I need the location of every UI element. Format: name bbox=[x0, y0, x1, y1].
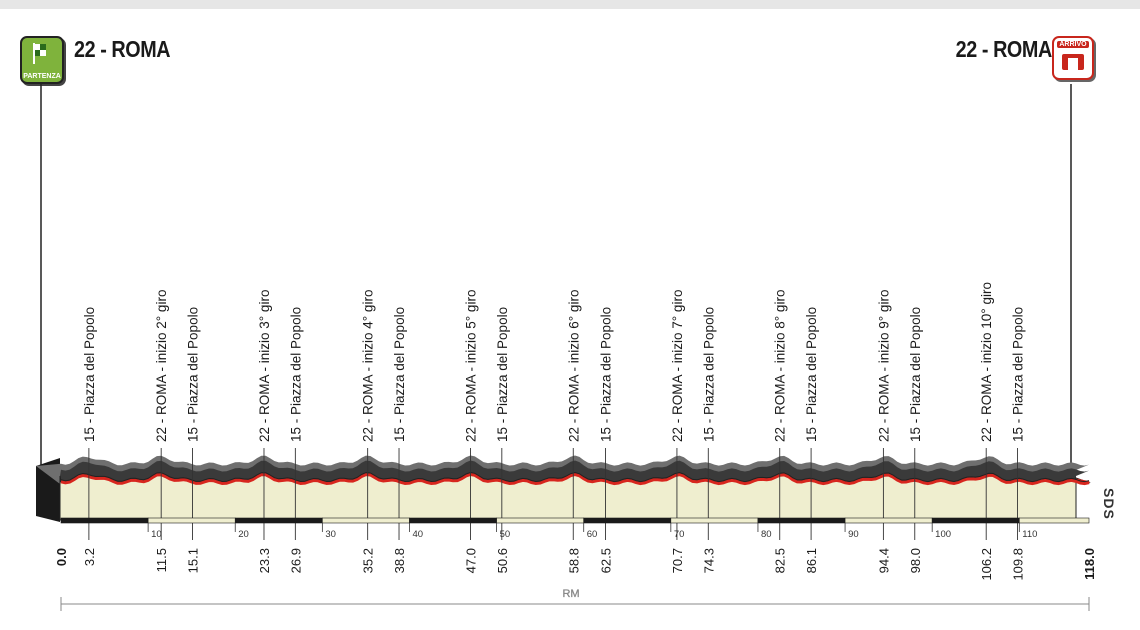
waypoint-label: 22 - ROMA - inizio 5° giro bbox=[463, 290, 478, 442]
waypoint-km-label: 35.2 bbox=[361, 548, 376, 573]
scale-segment bbox=[234, 517, 323, 524]
waypoint-km-label: 11.5 bbox=[154, 548, 169, 572]
scale-tick-label: 10 bbox=[151, 529, 162, 540]
waypoint-km-label: 26.9 bbox=[288, 548, 303, 573]
scale-segment bbox=[583, 517, 672, 524]
scale-tick-label: 30 bbox=[325, 529, 336, 540]
waypoint-km-label: 15.1 bbox=[186, 548, 201, 573]
route-road-edge bbox=[60, 471, 1090, 483]
waypoint-km-label: 58.8 bbox=[566, 548, 581, 573]
waypoint-km-label: 3.2 bbox=[82, 548, 97, 566]
waypoint-label: 22 - ROMA - inizio 8° giro bbox=[773, 290, 788, 442]
km-axis: 0.0 3.2 11.5 15.1 23.3 26.9 35.2 38.8 47.0 50.6 58… bbox=[54, 548, 1097, 581]
scale-segment bbox=[757, 517, 846, 524]
waypoint-km-label: 50.6 bbox=[495, 548, 510, 573]
start-badge-icon: PARTENZA bbox=[20, 36, 64, 84]
waypoint-label: 15 - Piazza del Popolo bbox=[598, 307, 613, 442]
route-road-line bbox=[60, 472, 1090, 486]
scale-tick-label: 80 bbox=[761, 529, 772, 540]
scale-segment bbox=[1019, 517, 1090, 524]
km-scale-bar: 10 20 30 40 50 60 70 80 90 100 110 SDS bbox=[60, 488, 1117, 540]
waypoint-km-label: 94.4 bbox=[876, 548, 891, 573]
waypoint-label: 15 - Piazza del Popolo bbox=[1011, 307, 1026, 442]
scale-segment bbox=[147, 517, 236, 524]
scale-segment bbox=[60, 517, 149, 524]
waypoint-label: 15 - Piazza del Popolo bbox=[82, 307, 97, 442]
waypoint-label: 15 - Piazza del Popolo bbox=[288, 307, 303, 442]
profile-background bbox=[36, 84, 1091, 522]
waypoint-label: 15 - Piazza del Popolo bbox=[908, 307, 923, 442]
start-badge-label: PARTENZA bbox=[23, 73, 61, 80]
waypoint-label: 22 - ROMA - inizio 2° giro bbox=[154, 290, 169, 442]
waypoint-label: 15 - Piazza del Popolo bbox=[701, 307, 716, 442]
scale-tick-label: 20 bbox=[238, 529, 249, 540]
waypoint-km-label: 82.5 bbox=[773, 548, 788, 573]
scale-tick-label: 70 bbox=[674, 529, 685, 540]
checkered-flag-icon bbox=[33, 43, 46, 64]
scale-segment bbox=[844, 517, 933, 524]
waypoint-km-label: 109.8 bbox=[1011, 548, 1026, 581]
waypoint-label: 22 - ROMA - inizio 10° giro bbox=[979, 282, 994, 442]
waypoint-km-label: 106.2 bbox=[979, 548, 994, 581]
scale-tick-label: 40 bbox=[412, 529, 423, 540]
sds-logo: SDS bbox=[1101, 488, 1117, 520]
scale-segment bbox=[409, 517, 497, 524]
waypoint-label: 15 - Piazza del Popolo bbox=[804, 307, 819, 442]
waypoint-km-label: 118.0 bbox=[1082, 548, 1097, 580]
scale-tick-label: 90 bbox=[848, 529, 859, 540]
waypoint-label: 22 - ROMA - inizio 4° giro bbox=[361, 290, 376, 442]
finish-badge-label: ARRIVO bbox=[1057, 41, 1089, 48]
waypoint-km-label: 70.7 bbox=[670, 548, 685, 573]
scale-tick-label: 110 bbox=[1022, 529, 1037, 540]
scale-tick-label: 100 bbox=[935, 529, 951, 540]
waypoint-km-label: 0.0 bbox=[54, 548, 69, 566]
ruler-label-bg bbox=[556, 587, 586, 599]
waypoint-label: 22 - ROMA - inizio 3° giro bbox=[257, 290, 272, 442]
distance-ruler: RM bbox=[60, 587, 1090, 611]
waypoint-km-label: 62.5 bbox=[598, 548, 613, 573]
waypoint-label: 15 - Piazza del Popolo bbox=[392, 307, 407, 442]
scale-tick-label: 60 bbox=[587, 529, 598, 540]
waypoint-km-label: 74.3 bbox=[701, 548, 716, 573]
waypoint-lines bbox=[88, 448, 1019, 540]
waypoint-km-label: 38.8 bbox=[392, 548, 407, 573]
start-town-title: 22 - ROMA bbox=[74, 36, 171, 62]
top-strip bbox=[0, 0, 1140, 9]
waypoint-km-label: 86.1 bbox=[804, 548, 819, 573]
finish-gate-icon bbox=[1062, 54, 1084, 70]
waypoint-labels: 15 - Piazza del Popolo 22 - ROMA - inizio… bbox=[82, 282, 1026, 442]
waypoint-km-label: 23.3 bbox=[257, 548, 272, 573]
waypoint-label: 15 - Piazza del Popolo bbox=[495, 307, 510, 442]
waypoint-label: 22 - ROMA - inizio 6° giro bbox=[566, 290, 581, 442]
waypoint-label: 22 - ROMA - inizio 7° giro bbox=[670, 290, 685, 442]
waypoint-km-label: 98.0 bbox=[908, 548, 923, 573]
scale-segment bbox=[496, 517, 585, 524]
waypoint-km-label: 47.0 bbox=[463, 548, 478, 573]
scale-tick-label: 50 bbox=[500, 529, 511, 540]
ruler-unit-label: RM bbox=[562, 588, 579, 600]
waypoint-label: 22 - ROMA - inizio 9° giro bbox=[876, 290, 891, 442]
scale-segment bbox=[670, 517, 759, 524]
waypoint-label: 15 - Piazza del Popolo bbox=[186, 307, 201, 442]
scale-segment bbox=[322, 517, 410, 524]
finish-town-title: 22 - ROMA bbox=[955, 36, 1053, 62]
scale-segment bbox=[931, 517, 1020, 524]
finish-badge-icon: ARRIVO bbox=[1052, 36, 1094, 80]
